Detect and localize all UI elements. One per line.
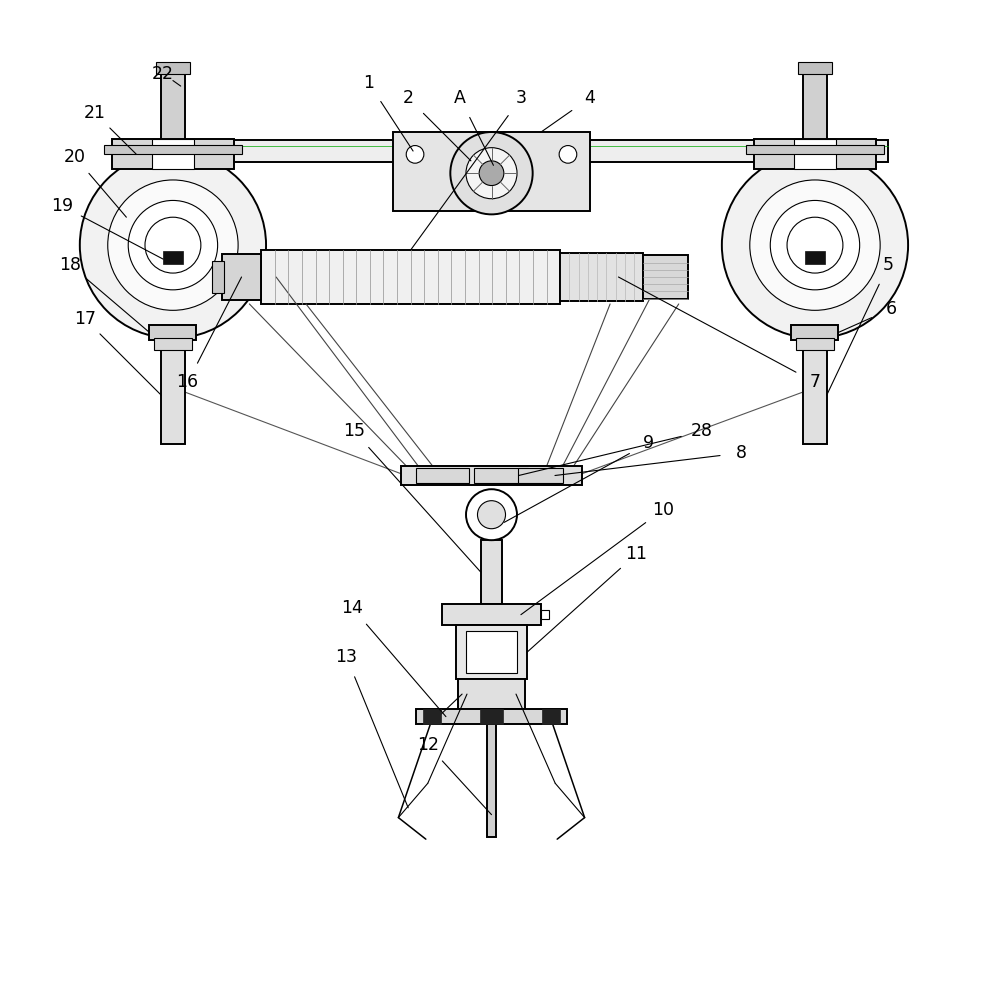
Text: 15: 15 [343, 422, 366, 440]
Circle shape [479, 161, 504, 186]
Text: 11: 11 [625, 545, 648, 563]
Bar [114, 140, 889, 162]
Bar [803, 66, 827, 139]
Circle shape [108, 180, 238, 310]
Bar [149, 325, 197, 340]
Text: 2: 2 [403, 89, 414, 107]
Bar [154, 338, 192, 350]
Text: 1: 1 [364, 74, 375, 92]
Text: A: A [454, 89, 466, 107]
Circle shape [750, 180, 880, 310]
Bar [456, 625, 527, 679]
Bar [746, 145, 884, 154]
Bar [798, 62, 832, 74]
Bar [796, 338, 834, 350]
Bar [401, 466, 582, 485]
Bar [261, 250, 560, 304]
Circle shape [145, 217, 201, 273]
Circle shape [559, 146, 577, 163]
Text: 17: 17 [74, 310, 95, 328]
Bar [542, 709, 559, 724]
Text: 20: 20 [64, 148, 86, 166]
Text: 28: 28 [691, 422, 714, 440]
Bar [754, 139, 876, 169]
Bar [475, 468, 528, 483]
Circle shape [722, 152, 908, 338]
Bar [487, 724, 496, 837]
Circle shape [771, 200, 860, 290]
Bar [803, 346, 827, 444]
Text: 22: 22 [152, 65, 174, 83]
Bar [542, 610, 549, 619]
Text: 4: 4 [584, 89, 595, 107]
Bar [466, 631, 517, 673]
Bar [794, 139, 836, 169]
Text: 12: 12 [417, 736, 438, 754]
Text: 21: 21 [84, 104, 105, 122]
Text: 3: 3 [515, 89, 527, 107]
Bar [222, 254, 261, 300]
Bar [104, 145, 242, 154]
Text: 14: 14 [341, 599, 364, 617]
Circle shape [466, 148, 517, 199]
Text: 6: 6 [886, 300, 897, 318]
Circle shape [787, 217, 842, 273]
Bar [163, 251, 183, 264]
Bar [480, 709, 503, 724]
Circle shape [450, 132, 533, 214]
Circle shape [466, 489, 517, 540]
Bar [416, 709, 567, 724]
Circle shape [128, 200, 217, 290]
Bar [393, 132, 590, 211]
Bar [161, 66, 185, 139]
Bar [442, 604, 541, 625]
Bar [791, 325, 838, 340]
Bar [152, 139, 194, 169]
Bar [481, 540, 502, 604]
Text: 13: 13 [335, 648, 358, 666]
Circle shape [80, 152, 266, 338]
Bar [156, 62, 190, 74]
Text: 9: 9 [643, 434, 654, 452]
Text: 5: 5 [883, 256, 894, 274]
Bar [212, 261, 224, 293]
Text: 8: 8 [736, 444, 747, 462]
Bar [112, 139, 234, 169]
Text: 7: 7 [809, 373, 821, 391]
Bar [805, 251, 825, 264]
Text: 16: 16 [177, 373, 199, 391]
Bar [644, 255, 687, 299]
Bar [161, 346, 185, 444]
Bar [424, 709, 441, 724]
Bar [416, 468, 470, 483]
Text: 19: 19 [51, 197, 73, 215]
Bar [458, 679, 525, 709]
Circle shape [478, 501, 505, 529]
Circle shape [406, 146, 424, 163]
Text: 10: 10 [652, 501, 674, 519]
Bar [518, 468, 562, 483]
Bar [560, 253, 644, 301]
Text: 18: 18 [59, 256, 81, 274]
